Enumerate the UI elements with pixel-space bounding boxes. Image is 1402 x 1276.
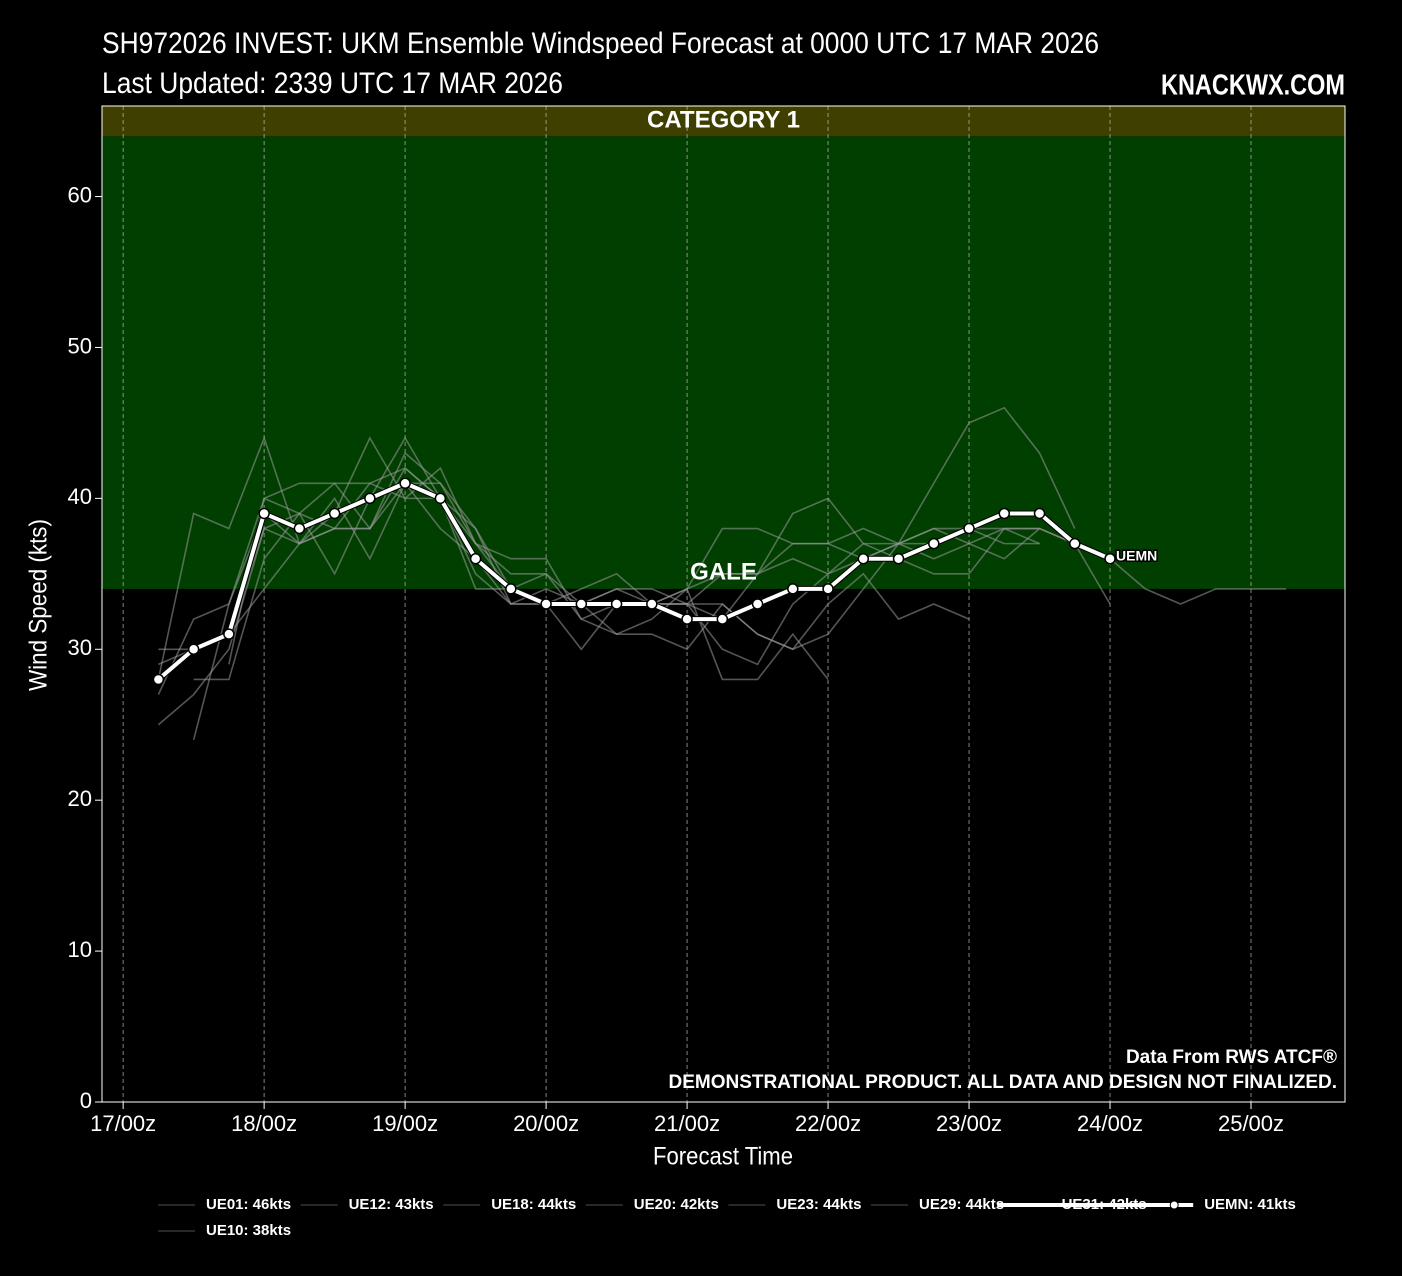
band-label: GALE: [690, 558, 757, 585]
annotation: DEMONSTRATIONAL PRODUCT. ALL DATA AND DE…: [669, 1072, 1338, 1093]
legend-label: UE29: 44kts: [919, 1196, 1004, 1213]
point: [716, 613, 729, 625]
x-tick-label: 25/00z: [1218, 1111, 1284, 1136]
point: [822, 583, 834, 595]
point: [787, 583, 799, 595]
x-tick-label: 19/00z: [372, 1111, 438, 1136]
legend-label: UE01: 46kts: [206, 1196, 291, 1213]
legend-swatch-marker: [1169, 1200, 1179, 1210]
point: [928, 537, 940, 550]
legend-label: UE23: 44kts: [776, 1196, 861, 1213]
point: [293, 522, 306, 535]
point: [399, 477, 411, 490]
point: [646, 598, 658, 610]
y-tick-label: 40: [68, 484, 92, 509]
band-label: CATEGORY 1: [647, 106, 800, 133]
band: [102, 136, 1345, 589]
point: [505, 583, 517, 595]
y-tick-label: 10: [68, 937, 92, 962]
point: [575, 598, 588, 610]
legend-label: UEMN: 41kts: [1204, 1196, 1296, 1213]
series-line: [157, 436, 829, 726]
point: [434, 492, 447, 505]
x-tick-label: 24/00z: [1077, 1111, 1143, 1136]
series-end-label: UEMN: [1116, 547, 1157, 563]
chart-title: SH972026 INVEST: UKM Ensemble Windspeed …: [102, 27, 1099, 60]
point: [187, 643, 200, 656]
point: [469, 552, 482, 565]
x-tick-label: 18/00z: [231, 1111, 297, 1136]
x-tick-label: 20/00z: [513, 1111, 579, 1136]
brand: KNACKWX.COM: [1161, 70, 1345, 102]
legend-label: UE10: 38kts: [206, 1222, 291, 1239]
legend-label: UE20: 42kts: [634, 1196, 719, 1213]
point: [751, 598, 764, 610]
point: [998, 507, 1011, 520]
point: [1069, 537, 1081, 550]
point: [857, 552, 870, 565]
y-tick-label: 0: [80, 1088, 92, 1113]
point: [1033, 507, 1046, 520]
x-tick-label: 17/00z: [90, 1111, 156, 1136]
point: [328, 507, 341, 520]
y-axis-label: Wind Speed (kts): [25, 519, 53, 691]
annotation: Data From RWS ATCF®: [1126, 1047, 1337, 1068]
point: [152, 673, 165, 686]
point: [223, 628, 235, 640]
x-tick-label: 22/00z: [795, 1111, 861, 1136]
point: [892, 552, 905, 565]
point: [1104, 552, 1116, 565]
legend-label: UE12: 43kts: [349, 1196, 434, 1213]
point: [540, 598, 552, 610]
point: [610, 598, 623, 610]
y-tick-label: 60: [68, 182, 92, 207]
plot-area: UEMN: [102, 106, 1345, 1102]
point: [364, 492, 376, 505]
legend-label: UE18: 44kts: [491, 1196, 576, 1213]
band: [102, 106, 1345, 137]
point: [681, 613, 693, 625]
point: [258, 507, 270, 520]
series-line: [157, 481, 1111, 681]
chart-subtitle: Last Updated: 2339 UTC 17 MAR 2026: [102, 67, 563, 100]
x-axis-label: Forecast Time: [653, 1143, 793, 1171]
y-tick-label: 20: [68, 786, 92, 811]
x-tick-label: 21/00z: [654, 1111, 720, 1136]
point: [963, 522, 975, 535]
x-tick-label: 23/00z: [936, 1111, 1002, 1136]
y-tick-label: 30: [68, 635, 92, 660]
y-tick-label: 50: [68, 333, 92, 358]
plot-frame: [101, 105, 1346, 1103]
